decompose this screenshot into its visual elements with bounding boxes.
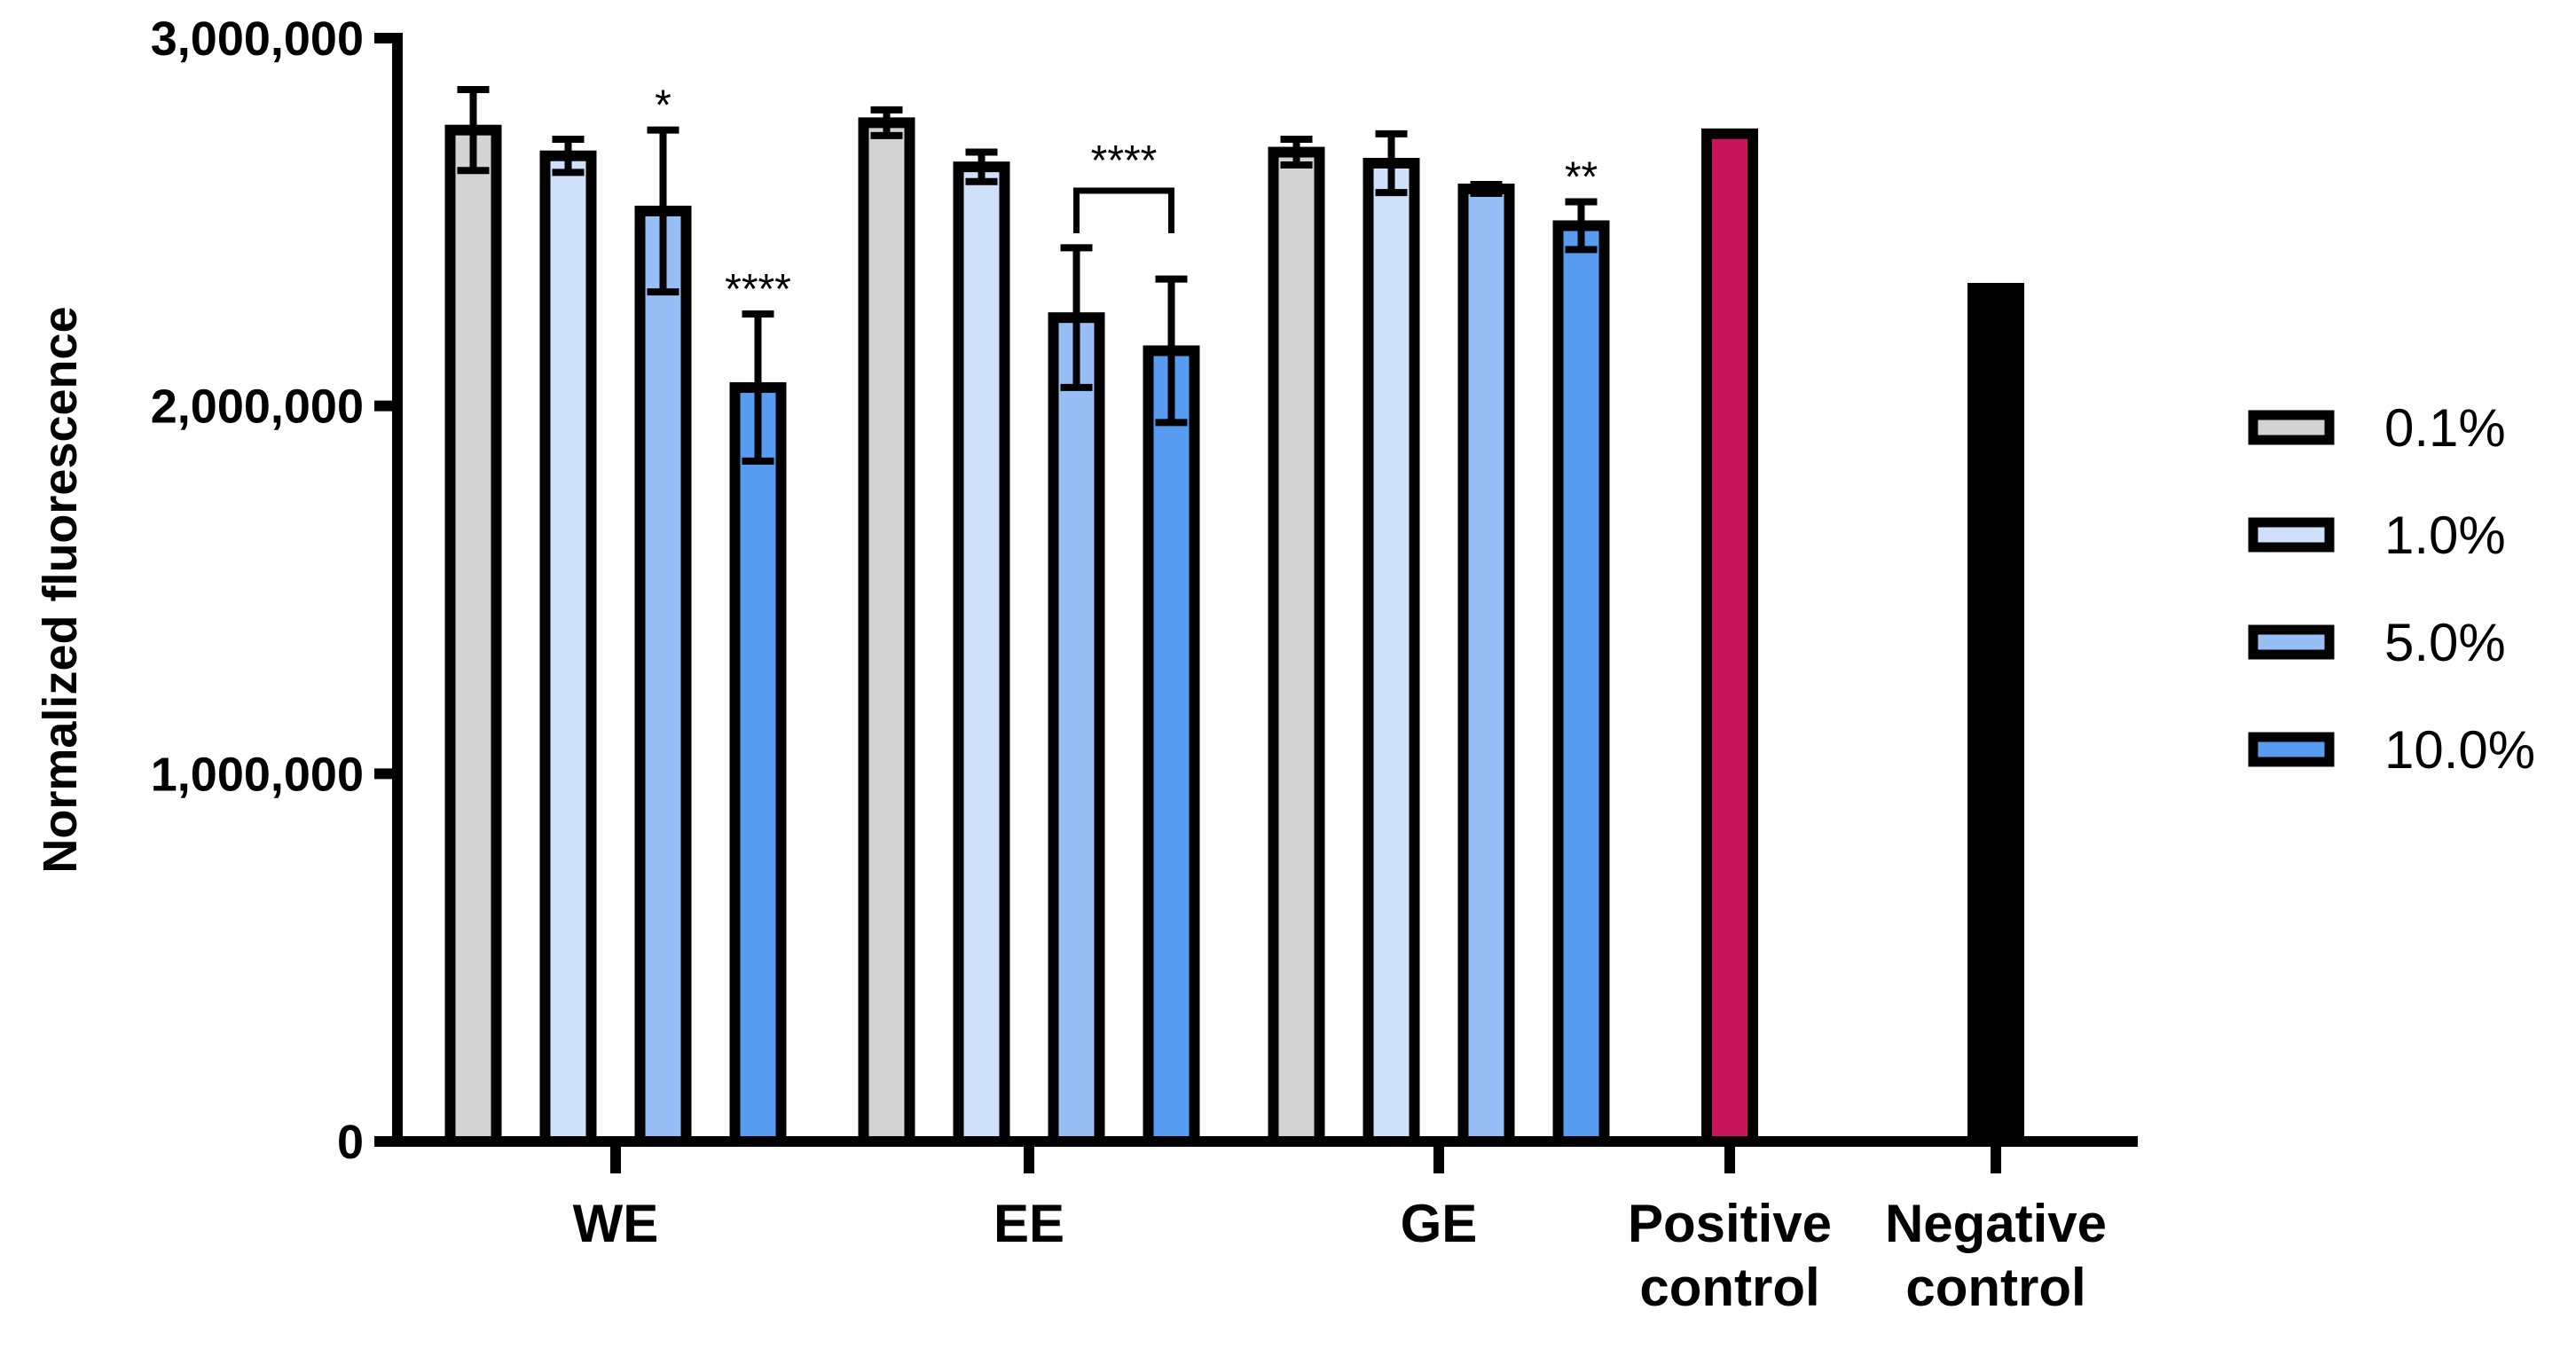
x-tick-label: control — [1905, 1258, 2085, 1317]
bar — [1143, 345, 1200, 1147]
bar — [1048, 312, 1105, 1147]
error-bar — [1155, 275, 1188, 427]
legend-swatch — [2248, 732, 2335, 767]
legend-item: 1.0% — [2248, 506, 2506, 565]
legend-swatch — [2248, 517, 2335, 553]
significance-bracket: **** — [1073, 137, 1174, 233]
error-bar — [870, 106, 903, 139]
significance-label: **** — [1091, 137, 1158, 184]
y-tick-label: 1,000,000 — [151, 748, 364, 801]
x-tick-label: Positive — [1628, 1194, 1832, 1253]
legend-item: 0.1% — [2248, 398, 2506, 458]
legend-item: 10.0% — [2248, 720, 2535, 780]
legend-swatch — [2248, 410, 2335, 445]
error-bar — [965, 148, 998, 185]
y-tick-label: 0 — [337, 1116, 364, 1169]
x-tick-label: WE — [573, 1194, 659, 1253]
x-tick-label: EE — [993, 1194, 1064, 1253]
error-bar — [1375, 129, 1408, 197]
error-bar — [1470, 181, 1503, 197]
significance-label: **** — [725, 266, 791, 313]
y-tick-label: 2,000,000 — [151, 380, 364, 434]
bar — [1268, 146, 1325, 1148]
error-bar — [1280, 136, 1313, 169]
bar — [953, 161, 1010, 1148]
error-bar — [1060, 244, 1093, 391]
legend: 0.1% 1.0% 5.0% 10.0% — [2248, 398, 2535, 780]
bar — [1363, 157, 1420, 1147]
error-bar — [552, 136, 585, 176]
error-bar — [647, 126, 679, 296]
bar — [539, 150, 597, 1147]
error-bar — [742, 310, 774, 465]
error-bar — [1565, 198, 1598, 254]
legend-label: 0.1% — [2384, 398, 2506, 458]
legend-swatch — [2248, 624, 2335, 660]
x-tick-label: Negative — [1885, 1194, 2107, 1253]
significance-label: ** — [1565, 154, 1598, 201]
legend-label: 1.0% — [2384, 506, 2506, 565]
error-bar — [457, 86, 490, 175]
x-tick-label: control — [1639, 1258, 1819, 1317]
legend-item: 5.0% — [2248, 613, 2506, 672]
y-axis-title: Normalized fluorescence — [34, 306, 87, 873]
bar — [729, 381, 787, 1147]
bar — [634, 205, 692, 1148]
bar — [1552, 220, 1610, 1148]
bar — [1967, 282, 2024, 1147]
bar — [858, 117, 915, 1148]
bar — [444, 124, 502, 1148]
legend-label: 5.0% — [2384, 613, 2506, 672]
y-tick-label: 3,000,000 — [151, 12, 364, 66]
significance-label: * — [655, 82, 671, 129]
bar — [1457, 184, 1515, 1148]
bracket-line — [1073, 187, 1174, 233]
bar — [1701, 128, 1758, 1147]
plot-area: 0 1,000,000 2,000,000 3,000,000 Normalized f… — [34, 12, 2138, 1317]
legend-label: 10.0% — [2384, 720, 2535, 780]
x-tick-label: GE — [1401, 1194, 1478, 1253]
